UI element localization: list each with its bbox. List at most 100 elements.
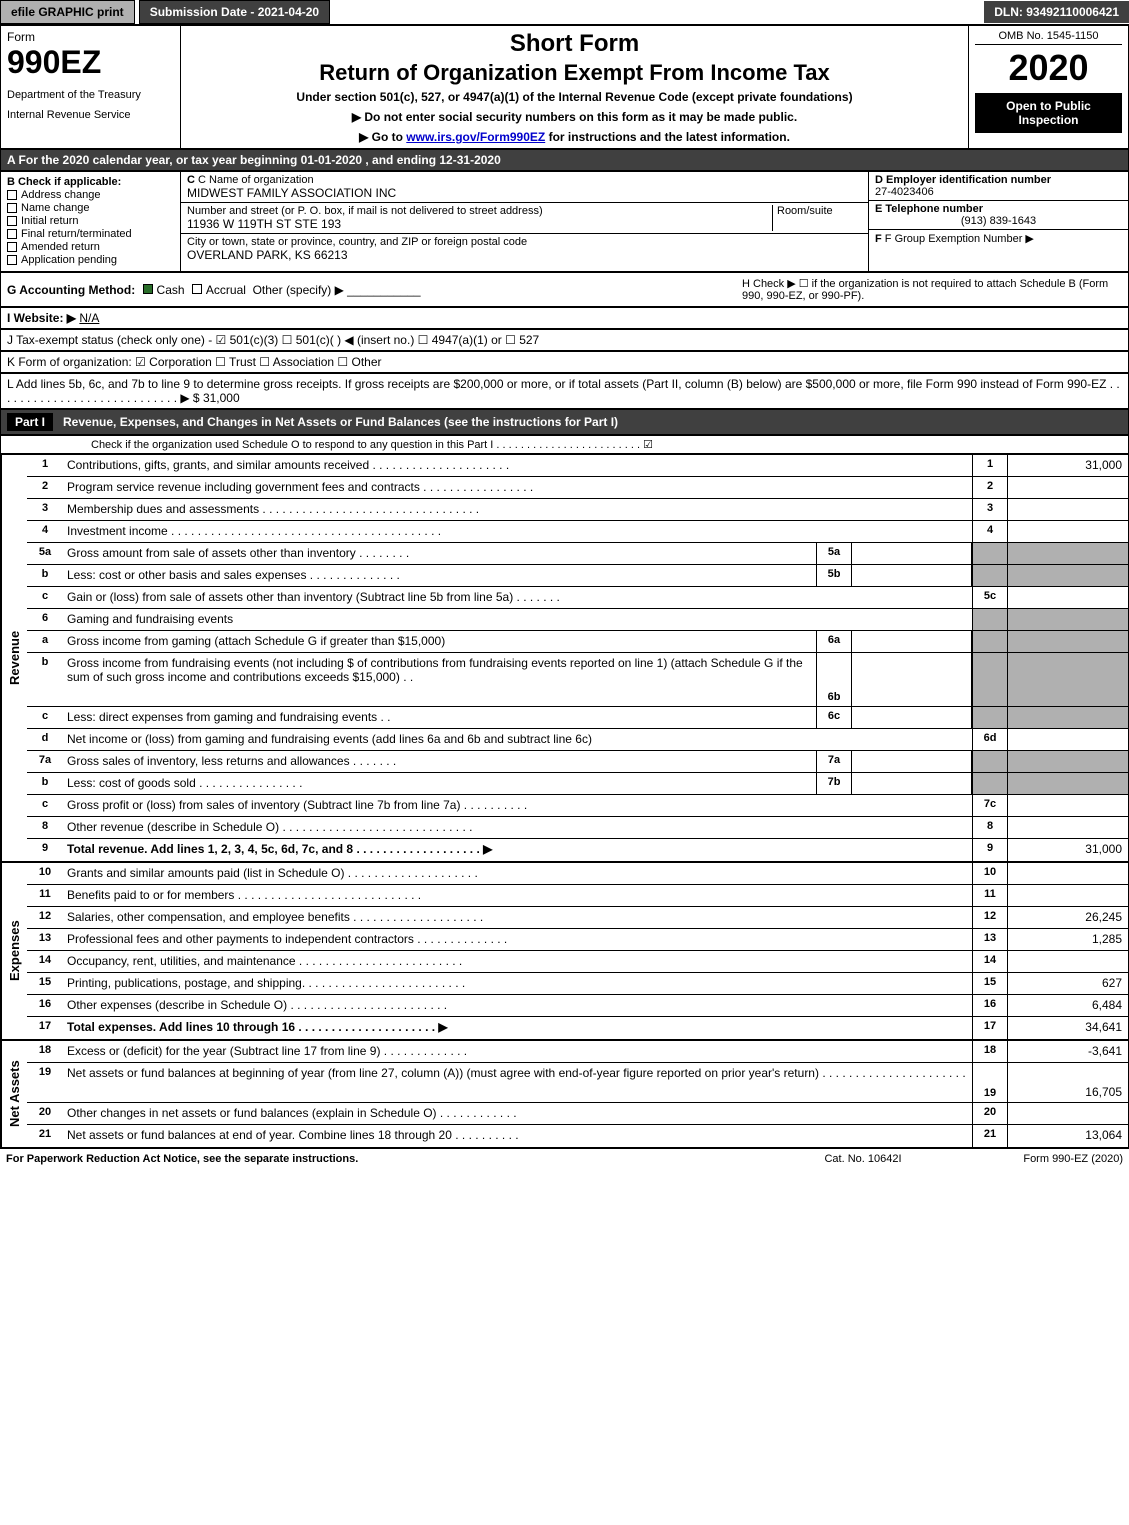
- line-desc: Total expenses. Add lines 10 through 16 …: [63, 1017, 972, 1039]
- line-num: 16: [27, 995, 63, 1016]
- line-rval: [1008, 521, 1128, 542]
- part1-header: Part I Revenue, Expenses, and Changes in…: [0, 409, 1129, 435]
- submission-date-button[interactable]: Submission Date - 2021-04-20: [139, 0, 330, 24]
- table-row: 5aGross amount from sale of assets other…: [27, 543, 1128, 565]
- chk-address-change[interactable]: Address change: [7, 189, 174, 201]
- line-rval: [1008, 863, 1128, 884]
- line-num: c: [27, 587, 63, 608]
- line-desc: Other revenue (describe in Schedule O) .…: [63, 817, 972, 838]
- table-row: 2Program service revenue including gover…: [27, 477, 1128, 499]
- line-rnum: 2: [972, 477, 1008, 498]
- footer-mid: Cat. No. 10642I: [783, 1153, 943, 1165]
- line-midval: [852, 653, 972, 706]
- line-desc: Contributions, gifts, grants, and simila…: [63, 455, 972, 476]
- expenses-body: 10Grants and similar amounts paid (list …: [27, 863, 1128, 1039]
- line-desc: Less: cost of goods sold . . . . . . . .…: [63, 773, 816, 794]
- line-rnum: 14: [972, 951, 1008, 972]
- chk-final-return[interactable]: Final return/terminated: [7, 228, 174, 240]
- table-row: cGain or (loss) from sale of assets othe…: [27, 587, 1128, 609]
- chk-cash[interactable]: [143, 284, 153, 294]
- expenses-label: Expenses: [1, 863, 27, 1039]
- part1-title: Revenue, Expenses, and Changes in Net As…: [63, 415, 618, 429]
- efile-print-button[interactable]: efile GRAPHIC print: [0, 0, 135, 24]
- line-rval: 1,285: [1008, 929, 1128, 950]
- chk-amended-return[interactable]: Amended return: [7, 241, 174, 253]
- line-rnum: 12: [972, 907, 1008, 928]
- dln-label: DLN: 93492110006421: [984, 1, 1129, 23]
- line-rval: 13,064: [1008, 1125, 1128, 1147]
- note-link: ▶ Go to www.irs.gov/Form990EZ for instru…: [187, 130, 962, 144]
- chk-application-pending[interactable]: Application pending: [7, 254, 174, 266]
- table-row: 17Total expenses. Add lines 10 through 1…: [27, 1017, 1128, 1039]
- chk-name-change[interactable]: Name change: [7, 202, 174, 214]
- f-label-text: F Group Exemption Number ▶: [885, 233, 1034, 245]
- line-rval: [1008, 565, 1128, 586]
- line-rnum: 8: [972, 817, 1008, 838]
- line-rnum: 10: [972, 863, 1008, 884]
- footer: For Paperwork Reduction Act Notice, see …: [0, 1148, 1129, 1169]
- gh-row: G Accounting Method: Cash Accrual Other …: [0, 272, 1129, 307]
- line-desc: Gross amount from sale of assets other t…: [63, 543, 816, 564]
- line-rnum: [972, 609, 1008, 630]
- revenue-label: Revenue: [1, 455, 27, 861]
- line-num: b: [27, 565, 63, 586]
- f-group: F F Group Exemption Number ▶: [869, 230, 1128, 247]
- b-label: B Check if applicable:: [7, 176, 174, 188]
- line-rnum: 4: [972, 521, 1008, 542]
- tax-year: 2020: [975, 47, 1122, 89]
- line-num: b: [27, 653, 63, 706]
- table-row: bGross income from fundraising events (n…: [27, 653, 1128, 707]
- d-label: D Employer identification number: [875, 174, 1122, 186]
- table-row: dNet income or (loss) from gaming and fu…: [27, 729, 1128, 751]
- line-num: 11: [27, 885, 63, 906]
- g-other: Other (specify) ▶: [253, 283, 344, 297]
- form-header: Form 990EZ Department of the Treasury In…: [0, 25, 1129, 149]
- line-num: 21: [27, 1125, 63, 1147]
- section-h: H Check ▶ ☐ if the organization is not r…: [742, 277, 1122, 302]
- line-midval: [852, 773, 972, 794]
- table-row: 1Contributions, gifts, grants, and simil…: [27, 455, 1128, 477]
- line-num: 20: [27, 1103, 63, 1124]
- section-c: C C Name of organization MIDWEST FAMILY …: [181, 172, 868, 271]
- chk-initial-return[interactable]: Initial return: [7, 215, 174, 227]
- table-row: 7aGross sales of inventory, less returns…: [27, 751, 1128, 773]
- line-midnum: 6b: [816, 653, 852, 706]
- line-midnum: 5b: [816, 565, 852, 586]
- line-num: 3: [27, 499, 63, 520]
- table-row: 20Other changes in net assets or fund ba…: [27, 1103, 1128, 1125]
- header-left: Form 990EZ Department of the Treasury In…: [1, 26, 181, 148]
- line-desc: Gross profit or (loss) from sales of inv…: [63, 795, 972, 816]
- section-k: K Form of organization: ☑ Corporation ☐ …: [0, 351, 1129, 373]
- line-num: 1: [27, 455, 63, 476]
- dept-treasury: Department of the Treasury: [7, 89, 174, 101]
- g-label: G Accounting Method:: [7, 283, 135, 297]
- line-midnum: 7b: [816, 773, 852, 794]
- line-rval: [1008, 477, 1128, 498]
- revenue-table: Revenue 1Contributions, gifts, grants, a…: [0, 454, 1129, 862]
- line-num: 13: [27, 929, 63, 950]
- line-midval: [852, 751, 972, 772]
- line-desc: Membership dues and assessments . . . . …: [63, 499, 972, 520]
- line-num: 19: [27, 1063, 63, 1102]
- line-desc: Gaming and fundraising events: [63, 609, 972, 630]
- line-rnum: 11: [972, 885, 1008, 906]
- line-desc: Less: direct expenses from gaming and fu…: [63, 707, 816, 728]
- c-label: C C Name of organization: [187, 174, 862, 186]
- line-desc: Investment income . . . . . . . . . . . …: [63, 521, 972, 542]
- line-midnum: 7a: [816, 751, 852, 772]
- section-g: G Accounting Method: Cash Accrual Other …: [7, 283, 742, 297]
- line-num: 8: [27, 817, 63, 838]
- city-label: City or town, state or province, country…: [187, 236, 862, 248]
- line-midval: [852, 631, 972, 652]
- irs-link[interactable]: www.irs.gov/Form990EZ: [406, 130, 545, 144]
- netassets-body: 18Excess or (deficit) for the year (Subt…: [27, 1041, 1128, 1147]
- line-num: 18: [27, 1041, 63, 1062]
- e-phone: E Telephone number (913) 839-1643: [869, 201, 1128, 230]
- line-desc: Other changes in net assets or fund bala…: [63, 1103, 972, 1124]
- line-rval: 627: [1008, 973, 1128, 994]
- table-row: cGross profit or (loss) from sales of in…: [27, 795, 1128, 817]
- chk-accrual[interactable]: [192, 284, 202, 294]
- line-midnum: 5a: [816, 543, 852, 564]
- line-midval: [852, 707, 972, 728]
- line-num: 14: [27, 951, 63, 972]
